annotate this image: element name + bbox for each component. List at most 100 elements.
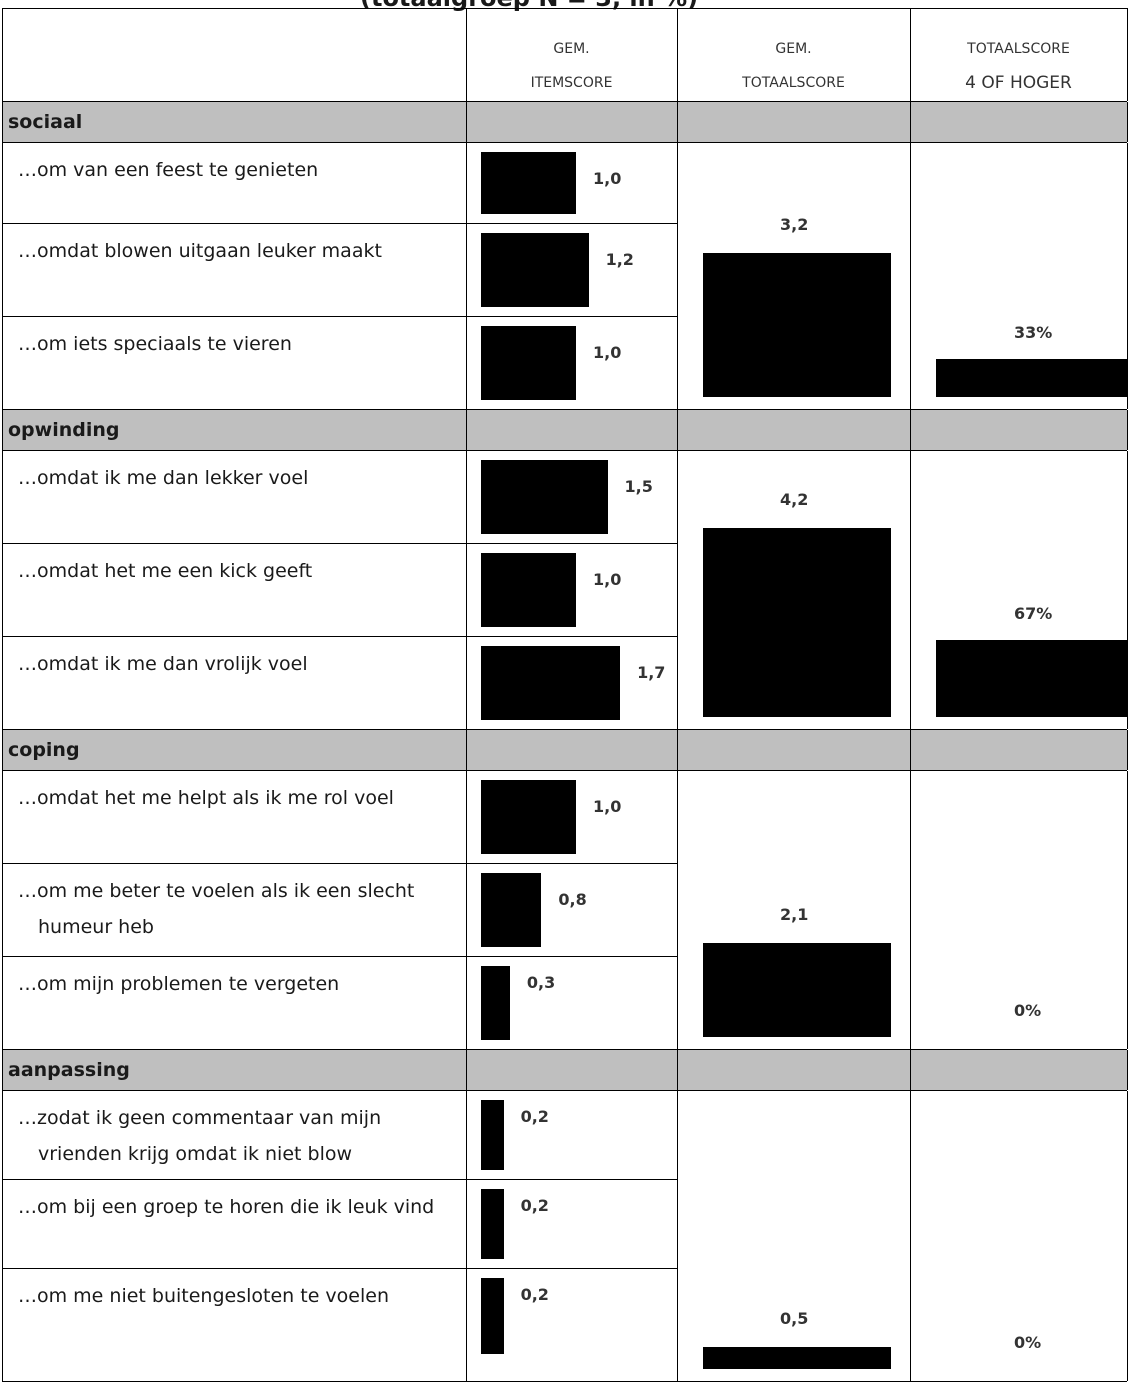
item-text: vrienden krijg omdat ik niet blow <box>38 1143 353 1165</box>
grid-line <box>2 1268 677 1269</box>
grid-line <box>910 143 911 409</box>
grid-line <box>466 102 467 142</box>
grid-line <box>910 1091 911 1381</box>
percentage-label: 0% <box>1014 1333 1042 1352</box>
table-title: (totaalgroep N = 3, in %) <box>360 0 698 12</box>
grid-line <box>910 1050 911 1090</box>
grid-line <box>2 316 677 317</box>
grid-line <box>910 410 911 450</box>
grid-line <box>677 730 678 770</box>
percentage-bar <box>936 359 1127 397</box>
itemscore-bar <box>481 152 576 214</box>
grid-line <box>2 102 3 142</box>
itemscore-label: 1,0 <box>593 169 622 188</box>
grid-line <box>2 543 677 544</box>
grid-line <box>2 637 3 730</box>
category-row-bg <box>2 1050 1127 1090</box>
item-text: …omdat het me een kick geeft <box>18 560 313 582</box>
grid-line <box>466 1091 467 1180</box>
grid-line <box>2 1269 3 1382</box>
grid-line <box>466 864 467 957</box>
grid-line <box>466 143 467 224</box>
grid-line <box>677 451 678 729</box>
itemscore-bar <box>481 1278 504 1354</box>
category-label: sociaal <box>8 111 83 133</box>
grid-line <box>2 143 3 224</box>
grid-line <box>2 1050 3 1090</box>
grid-line <box>677 8 678 101</box>
percentage-label: 67% <box>1014 603 1053 623</box>
grid-line <box>466 410 467 450</box>
grid-line <box>2 730 3 770</box>
itemscore-bar <box>481 1100 504 1170</box>
item-text: …omdat ik me dan lekker voel <box>18 467 309 489</box>
grid-line <box>2 864 3 957</box>
header-line: TOTAALSCORE <box>742 75 845 91</box>
grid-line <box>2 101 1127 102</box>
itemscore-label: 0,8 <box>558 890 587 909</box>
header-totaalscore-hoger: TOTAALSCORE 4 OF HOGER <box>910 32 1127 100</box>
grid-line <box>677 102 678 142</box>
grid-line <box>2 729 1127 730</box>
grid-line <box>2 863 677 864</box>
item-text: …om me beter te voelen als ik een slecht <box>18 880 415 902</box>
grid-line <box>466 730 467 770</box>
itemscore-label: 1,0 <box>593 343 622 362</box>
grid-line <box>2 1179 677 1180</box>
grid-line <box>466 1180 467 1269</box>
item-text: …omdat blowen uitgaan leuker maakt <box>18 240 382 262</box>
grid-line <box>2 223 677 224</box>
category-row-bg <box>2 102 1127 142</box>
itemscore-label: 1,7 <box>637 663 666 682</box>
grid-line <box>466 637 467 730</box>
category-row-bg <box>2 730 1127 770</box>
grid-line <box>2 957 3 1050</box>
category-label: aanpassing <box>8 1059 130 1081</box>
category-row-bg <box>2 410 1127 450</box>
grid-line <box>677 1050 678 1090</box>
totalscore-bar <box>703 528 891 717</box>
percentage-label: 33% <box>1014 323 1053 343</box>
grid-line <box>2 317 3 410</box>
grid-line <box>466 317 467 410</box>
grid-line <box>466 451 467 544</box>
header-gem-totaalscore: GEM. TOTAALSCORE <box>677 32 910 100</box>
grid-line <box>2 1180 3 1269</box>
grid-line <box>910 451 911 729</box>
item-text: humeur heb <box>38 916 154 938</box>
item-text: …omdat het me helpt als ik me rol voel <box>18 787 394 809</box>
grid-line <box>2 450 1127 451</box>
grid-line <box>677 143 678 409</box>
itemscore-bar <box>481 646 621 720</box>
totalscore-bar <box>703 1346 891 1369</box>
grid-line <box>2 771 3 864</box>
grid-line <box>2 770 1127 771</box>
itemscore-label: 0,3 <box>526 973 556 992</box>
percentage-bar <box>936 639 1127 717</box>
grid-line <box>677 771 678 1049</box>
grid-line <box>466 224 467 317</box>
grid-line <box>910 8 911 101</box>
totalscore-bar <box>703 942 891 1037</box>
itemscore-label: 0,2 <box>520 1285 549 1304</box>
item-text: …om bij een groep te horen die ik leuk v… <box>18 1196 435 1218</box>
grid-line <box>2 142 1127 143</box>
grid-line <box>910 102 911 142</box>
grid-line <box>2 1090 1127 1091</box>
grid-line <box>466 8 467 101</box>
grid-line <box>2 1049 1127 1050</box>
itemscore-bar <box>481 1189 504 1259</box>
item-text: …omdat ik me dan vrolijk voel <box>18 653 308 675</box>
totalscore-label: 2,1 <box>780 904 809 924</box>
item-text: …om mijn problemen te vergeten <box>18 973 340 995</box>
grid-line <box>2 409 1127 410</box>
grid-line <box>2 410 3 450</box>
header-line: 4 OF HOGER <box>965 73 1072 93</box>
header-line: GEM. <box>775 41 812 57</box>
category-label: opwinding <box>8 419 120 441</box>
itemscore-bar <box>481 780 576 854</box>
percentage-label: 0% <box>1014 1001 1042 1020</box>
grid-line <box>2 224 3 317</box>
grid-line <box>677 410 678 450</box>
